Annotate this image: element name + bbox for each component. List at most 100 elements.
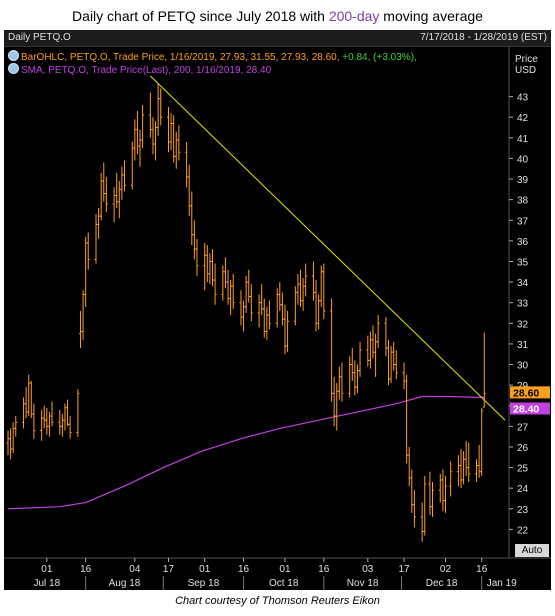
ohlc-bar [29, 381, 33, 419]
y-tick-label: 42 [517, 113, 529, 124]
ohlc-bar [355, 364, 359, 394]
ohlc-bar [104, 176, 108, 213]
auto-scale-button[interactable]: Auto [515, 544, 549, 557]
ohlc-bar [122, 160, 126, 192]
ohlc-bar [275, 288, 279, 328]
ohlc-bar [151, 117, 155, 155]
ohlc-bar [133, 119, 137, 161]
ohlc-bar [420, 502, 424, 542]
legend-toggle-icon[interactable] [8, 63, 19, 74]
ohlc-bar [402, 362, 406, 390]
title-text: Daily chart of PETQ since July 2018 with [72, 8, 329, 24]
ohlc-bar [311, 261, 315, 301]
ohlc-bar [14, 416, 18, 437]
legend-toggle-icon[interactable] [8, 50, 19, 61]
ohlc-bar [205, 244, 209, 283]
y-tick-label: 41 [517, 134, 529, 145]
ohlc-bar [374, 333, 378, 377]
x-tick-label: 03 [362, 564, 374, 575]
ohlc-bar [27, 374, 31, 417]
ohlc-bar [247, 269, 251, 303]
axis-currency-line1: Price [515, 54, 538, 65]
ohlc-bar [353, 360, 357, 396]
y-tick-label: 35 [517, 257, 529, 268]
x-tick-label: 01 [199, 564, 211, 575]
ohlc-bar [195, 238, 199, 276]
ohlc-bar [60, 413, 64, 437]
ohlc-bar [299, 269, 303, 307]
y-tick-label: 23 [517, 505, 529, 516]
chart-title: Daily chart of PETQ since July 2018 with… [0, 8, 555, 24]
x-tick-label: 17 [398, 564, 410, 575]
x-tick-label: 04 [129, 564, 141, 575]
chart-header: Daily PETQ.O 7/17/2018 - 1/28/2019 (EST) [4, 30, 551, 47]
ohlc-bar [441, 469, 445, 511]
ohlc-bar [223, 257, 227, 289]
x-month-label: Dec 18 [426, 578, 458, 589]
ohlc-bar [58, 409, 62, 435]
y-tick-label: 27 [517, 422, 529, 433]
trendline [150, 75, 506, 421]
ohlc-bar [174, 131, 178, 169]
ohlc-bar [317, 294, 321, 330]
ohlc-bar [130, 141, 134, 190]
ohlc-bar [244, 275, 248, 313]
ohlc-bar [42, 405, 46, 429]
ohlc-bar [431, 481, 435, 518]
ohlc-bar [135, 111, 139, 155]
ohlc-bar [84, 236, 88, 307]
ohlc-bar [410, 469, 414, 513]
y-tick-label: 31 [517, 340, 529, 351]
ohlc-bar [394, 350, 398, 379]
ohlc-bar [384, 317, 388, 357]
ohlc-bar [260, 284, 264, 316]
ohlc-bar [239, 290, 243, 326]
ohlc-bar [475, 459, 479, 482]
y-tick-label: 25 [517, 464, 529, 475]
y-tick-label: 43 [517, 93, 529, 104]
ohlc-bar [32, 403, 36, 439]
ohlc-bar [138, 129, 142, 167]
ohlc-bar [464, 440, 468, 476]
legend-sma-text: SMA, PETQ.O, Trade Price(Last), 200, 1/1… [21, 65, 272, 76]
axis-currency: Price USD [515, 54, 551, 76]
ohlc-bar [24, 387, 28, 419]
ohlc-bar [192, 220, 196, 260]
ohlc-bar [22, 397, 26, 429]
ohlc-bar [322, 263, 326, 320]
ohlc-bar [296, 273, 300, 305]
x-month-label: Nov 18 [347, 578, 379, 589]
ohlc-bar [335, 383, 339, 431]
ohlc-bar [208, 253, 212, 285]
x-month-label: Oct 18 [269, 578, 299, 589]
ohlc-bar [185, 141, 189, 188]
x-tick-label: 01 [41, 564, 53, 575]
ohlc-bar [81, 290, 85, 340]
ohlc-bar [392, 341, 396, 371]
ohlc-bar [242, 300, 246, 332]
ohlc-bar [340, 362, 344, 402]
ohlc-bar [456, 455, 460, 487]
y-tick-label: 34 [517, 278, 529, 289]
ohlc-bar [376, 315, 380, 349]
x-tick-label: 16 [476, 564, 488, 575]
ohlc-bar [407, 446, 411, 487]
ohlc-bar [480, 407, 484, 476]
ohlc-bar [66, 399, 70, 427]
ohlc-bar [97, 207, 101, 239]
x-month-label: Aug 18 [109, 578, 141, 589]
ohlc-bar [262, 298, 266, 338]
ohlc-bar [187, 164, 191, 217]
ohlc-bar [462, 451, 466, 485]
ohlc-bar [6, 430, 10, 456]
ohlc-bar [482, 332, 486, 408]
x-month-label: Jan 19 [487, 578, 517, 589]
ohlc-bar [423, 475, 427, 536]
ohlc-bar [154, 121, 158, 161]
legend-sma[interactable]: SMA, PETQ.O, Trade Price(Last), 200, 1/1… [8, 63, 271, 76]
legend-ohlc[interactable]: BarOHLC, PETQ.O, Trade Price, 1/16/2019,… [8, 50, 417, 63]
ohlc-bar [169, 113, 173, 151]
ohlc-bar [257, 294, 261, 328]
ohlc-bar [148, 92, 152, 138]
y-tick-label: 38 [517, 196, 529, 207]
